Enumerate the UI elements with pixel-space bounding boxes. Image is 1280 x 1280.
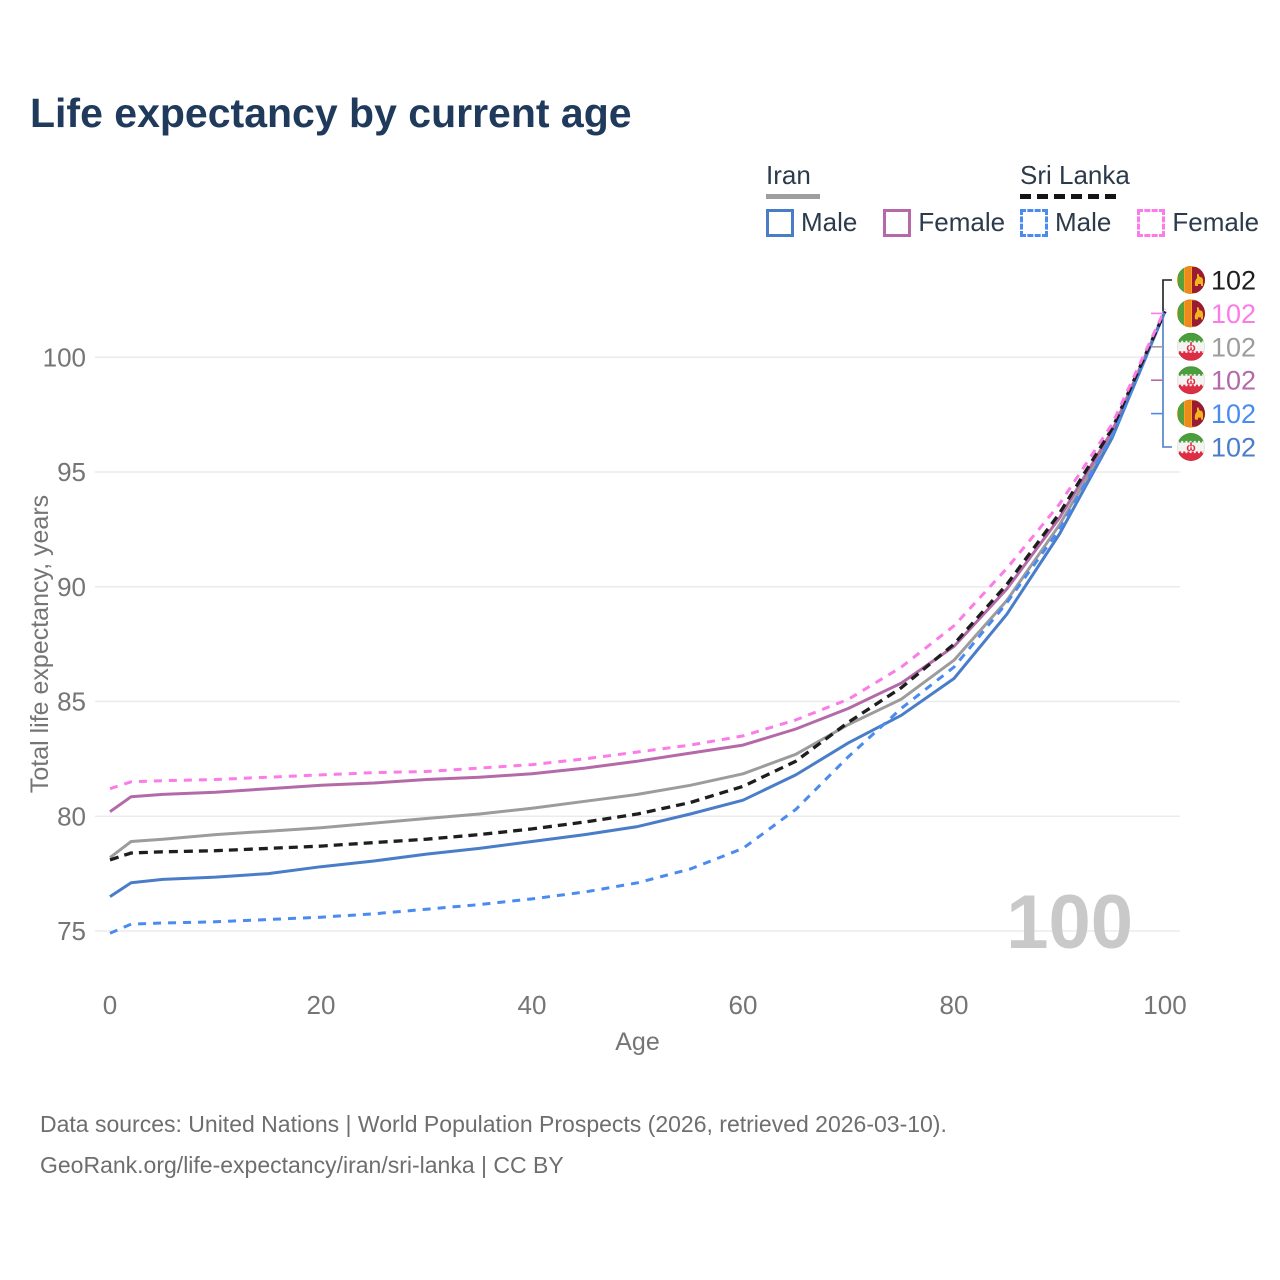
leader-line-bottom [1162,311,1172,448]
end-label-value: 102 [1211,266,1256,296]
end-label-row: 102 [1211,399,1256,429]
y-tick-label: 80 [57,801,86,831]
end-label-value: 102 [1211,433,1256,463]
series-line-iran-total-[interactable] [109,310,1167,859]
iran-flag-icon: ω [1176,432,1206,462]
x-axis-title: Age [615,1028,659,1056]
end-label-value: 102 [1211,366,1256,396]
end-label-value: 102 [1211,299,1256,329]
sri-lanka-flag-icon [1176,265,1206,295]
y-tick-label: 85 [57,687,86,717]
legend-item-label: Male [801,207,858,237]
y-tick-label: 100 [43,342,86,372]
x-tick-label: 40 [518,990,547,1020]
svg-text:ω: ω [1186,442,1195,454]
leader-line-top [1162,279,1172,311]
legend-item-iran-female[interactable]: Female [883,207,1005,238]
iran-flag-icon: ω [1176,332,1206,361]
age-watermark: 100 [1006,880,1133,965]
legend-group-sri-lanka: Sri Lanka Male Female [1020,160,1259,238]
series-line-sri-lanka-male[interactable] [109,310,1167,935]
end-label-row: 102 [1211,266,1256,296]
end-label-row: 102 [1211,366,1256,396]
legend-swatch-iran-male [766,208,794,237]
sri-lanka-flag-icon [1176,299,1206,328]
end-label-row: 102 [1211,332,1256,362]
legend-country-sri-lanka-label[interactable]: Sri Lanka [1020,160,1130,190]
legend-swatch-iran-female [883,208,912,237]
y-axis-title: Total life expectancy, years [26,495,54,793]
series-line-sri-lanka-total-[interactable] [109,310,1167,862]
end-label-value: 102 [1211,332,1256,362]
legend-underline-dashed [1020,194,1122,199]
data-sources-footer: Data sources: United Nations | World Pop… [40,1104,947,1186]
y-tick-label: 75 [57,916,86,946]
legend-country-iran-label[interactable]: Iran [766,160,811,190]
footer-line-2[interactable]: GeoRank.org/life-expectancy/iran/sri-lan… [40,1152,564,1178]
legend-item-label: Male [1055,207,1112,237]
svg-text:ω: ω [1186,375,1195,387]
x-tick-label: 0 [103,990,117,1020]
legend-item-label: Female [918,207,1006,237]
x-tick-label: 100 [1143,990,1186,1020]
series-line-sri-lanka-female[interactable] [109,308,1167,791]
svg-text:ω: ω [1186,342,1195,354]
page-title: Life expectancy by current age [30,90,632,136]
legend-group-iran: Iran Male Female [766,160,1005,238]
y-tick-label: 95 [57,457,86,487]
legend-item-label: Female [1172,207,1260,237]
legend-underline-solid [766,194,820,199]
series-line-iran-male[interactable] [109,310,1167,898]
footer-line-1: Data sources: United Nations | World Pop… [40,1111,947,1137]
y-tick-label: 90 [57,572,86,602]
legend-item-iran-male[interactable]: Male [766,207,857,238]
end-label-row: 102 [1211,299,1256,329]
legend-item-sri-lanka-female[interactable]: Female [1137,207,1259,238]
x-tick-label: 60 [729,990,758,1020]
iran-flag-icon: ω [1176,366,1206,395]
end-label-row: 102 [1211,433,1256,463]
series-line-iran-female[interactable] [109,310,1167,813]
legend-swatch-sri-lanka-female [1137,208,1166,237]
sri-lanka-flag-icon [1176,399,1206,428]
end-label-value: 102 [1211,399,1256,429]
x-tick-label: 20 [307,990,336,1020]
x-tick-label: 80 [940,990,969,1020]
legend-item-sri-lanka-male[interactable]: Male [1020,207,1111,238]
legend-swatch-sri-lanka-male [1020,208,1048,237]
